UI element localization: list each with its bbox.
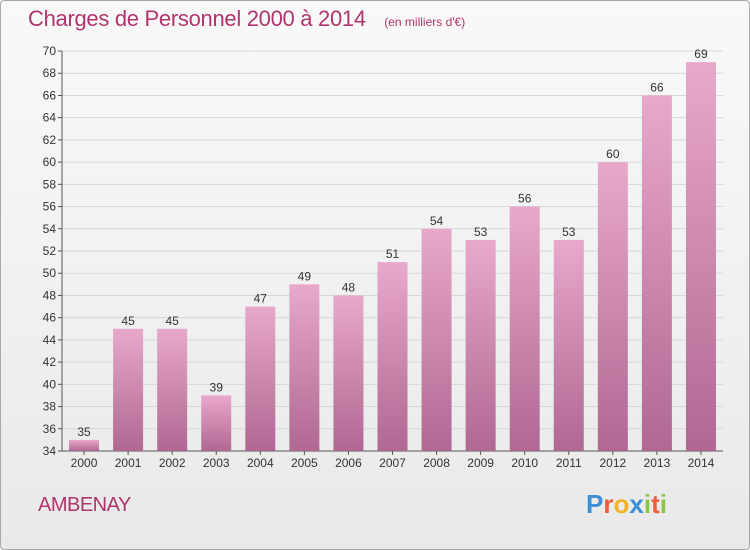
- data-labels: 35 45 45 39 47 49 48 51 54 53 56 53 60 66 69: [77, 47, 708, 439]
- chart-title: Charges de Personnel 2000 à 2014: [28, 6, 366, 31]
- y-tick-label: 50: [43, 266, 57, 280]
- data-label: 49: [298, 269, 312, 283]
- axes: 34 36 38 40 42 44 46 48 50 52 54 56 58 60 62 64 66 68 70 20…: [43, 44, 723, 470]
- x-tick-label: 2014: [688, 456, 715, 470]
- bar: [333, 295, 364, 451]
- y-tick-label: 46: [43, 311, 57, 325]
- y-tick-label: 62: [43, 133, 57, 147]
- x-tick-label: 2008: [423, 456, 450, 470]
- bar: [553, 239, 584, 451]
- bar: [509, 206, 540, 451]
- logo-letter: P: [586, 489, 604, 519]
- bar: [157, 328, 188, 451]
- y-tick-label: 48: [43, 288, 57, 302]
- y-tick-label: 58: [43, 177, 57, 191]
- data-label: 45: [165, 314, 179, 328]
- y-tick-label: 38: [43, 400, 57, 414]
- bar: [641, 95, 672, 451]
- bar: [465, 239, 496, 451]
- data-label: 54: [430, 214, 444, 228]
- title-row: Charges de Personnel 2000 à 2014 (en mil…: [28, 6, 465, 32]
- x-tick-label: 2000: [71, 456, 98, 470]
- data-label: 51: [386, 247, 400, 261]
- data-label: 39: [210, 380, 224, 394]
- y-tick-label: 52: [43, 244, 57, 258]
- data-label: 60: [606, 147, 620, 161]
- logo-letter: r: [603, 489, 614, 519]
- data-label: 69: [694, 47, 708, 61]
- y-tick-label: 44: [43, 333, 57, 347]
- y-tick-label: 68: [43, 66, 57, 80]
- bar: [201, 395, 232, 451]
- x-tick-label: 2005: [291, 456, 318, 470]
- data-label: 35: [77, 425, 91, 439]
- x-tick-label: 2013: [644, 456, 671, 470]
- bar: [597, 162, 628, 451]
- y-tick-label: 36: [43, 422, 57, 436]
- logo-letter: i: [659, 489, 667, 519]
- bar: [69, 439, 100, 451]
- logo-letter: x: [629, 489, 644, 519]
- data-label: 48: [342, 280, 356, 294]
- logo-letter: t: [651, 489, 660, 519]
- y-tick-label: 34: [43, 444, 57, 458]
- x-tick-label: 2011: [556, 456, 582, 470]
- chart-unit: (en milliers d'€): [384, 15, 466, 29]
- data-label: 53: [474, 225, 488, 239]
- data-label: 47: [254, 292, 268, 306]
- y-tick-label: 56: [43, 200, 57, 214]
- y-tick-label: 60: [43, 155, 57, 169]
- y-tick-label: 66: [43, 88, 57, 102]
- y-tick-label: 64: [43, 111, 57, 125]
- data-label: 45: [121, 314, 135, 328]
- data-label: 66: [650, 80, 664, 94]
- bar: [685, 62, 716, 451]
- logo-letter: o: [613, 489, 630, 519]
- x-tick-label: 2006: [335, 456, 362, 470]
- y-tick-label: 42: [43, 355, 57, 369]
- data-label: 56: [518, 192, 532, 206]
- data-label: 53: [562, 225, 576, 239]
- bar: [289, 284, 320, 451]
- bar: [245, 306, 276, 451]
- x-tick-label: 2002: [159, 456, 186, 470]
- x-tick-label: 2003: [203, 456, 230, 470]
- bar: [113, 328, 144, 451]
- x-tick-label: 2001: [115, 456, 142, 470]
- commune-name: AMBENAY: [38, 494, 131, 516]
- bar: [377, 262, 408, 451]
- y-tick-label: 40: [43, 377, 57, 391]
- x-tick-label: 2010: [511, 456, 538, 470]
- y-tick-label: 70: [43, 44, 57, 58]
- x-tick-label: 2004: [247, 456, 274, 470]
- bars: [69, 62, 716, 451]
- x-tick-label: 2007: [379, 456, 406, 470]
- y-tick-label: 54: [43, 222, 57, 236]
- x-tick-label: 2012: [599, 456, 626, 470]
- bar: [421, 228, 452, 451]
- x-tick-label: 2009: [467, 456, 494, 470]
- proxiti-logo: Proxiti: [586, 489, 667, 520]
- logo-letter: i: [643, 489, 652, 519]
